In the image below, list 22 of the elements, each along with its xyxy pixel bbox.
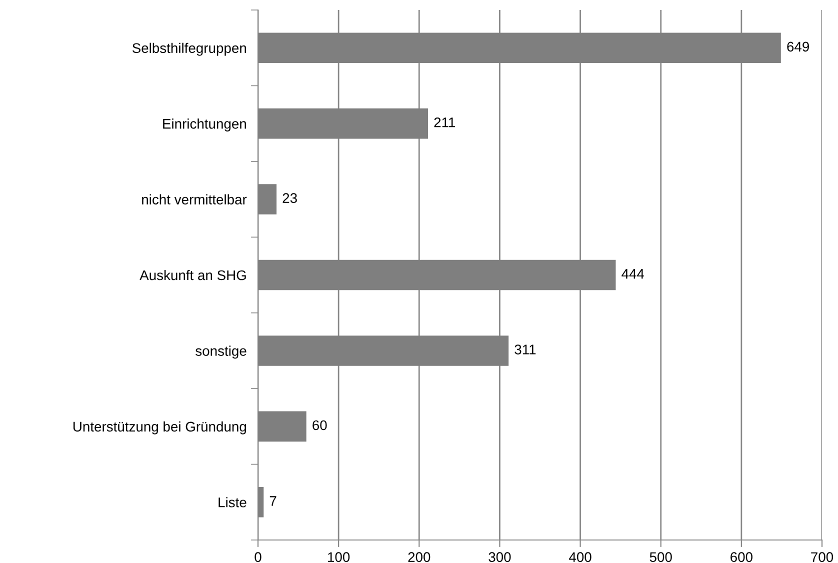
y-tick-label: Einrichtungen bbox=[163, 118, 246, 132]
data-label: 7 bbox=[270, 496, 276, 506]
data-label: 444 bbox=[622, 269, 644, 279]
x-tick-label: 400 bbox=[569, 552, 592, 562]
y-tick-label: nicht vermittelbar bbox=[142, 194, 247, 204]
data-label: 649 bbox=[787, 42, 809, 52]
x-tick-label: 700 bbox=[811, 552, 834, 562]
y-tick-label: Unterstützung bei Gründung bbox=[73, 421, 246, 434]
x-tick-label: 0 bbox=[254, 552, 262, 562]
data-label: 23 bbox=[282, 193, 297, 204]
data-label: 211 bbox=[434, 117, 456, 128]
data-label: 60 bbox=[312, 420, 327, 430]
x-tick-label: 300 bbox=[488, 552, 511, 562]
y-tick-label: sonstige bbox=[196, 346, 246, 359]
x-tick-label: 100 bbox=[328, 552, 350, 562]
x-tick-label: 500 bbox=[650, 552, 672, 562]
y-tick-label: Selbsthilfegruppen bbox=[132, 42, 246, 56]
x-tick-label: 200 bbox=[408, 552, 430, 562]
y-tick-label: Auskunft an SHG bbox=[140, 270, 246, 280]
x-tick-label: 600 bbox=[730, 552, 752, 562]
data-label: 311 bbox=[514, 344, 536, 354]
y-tick-label: Liste bbox=[218, 497, 246, 508]
